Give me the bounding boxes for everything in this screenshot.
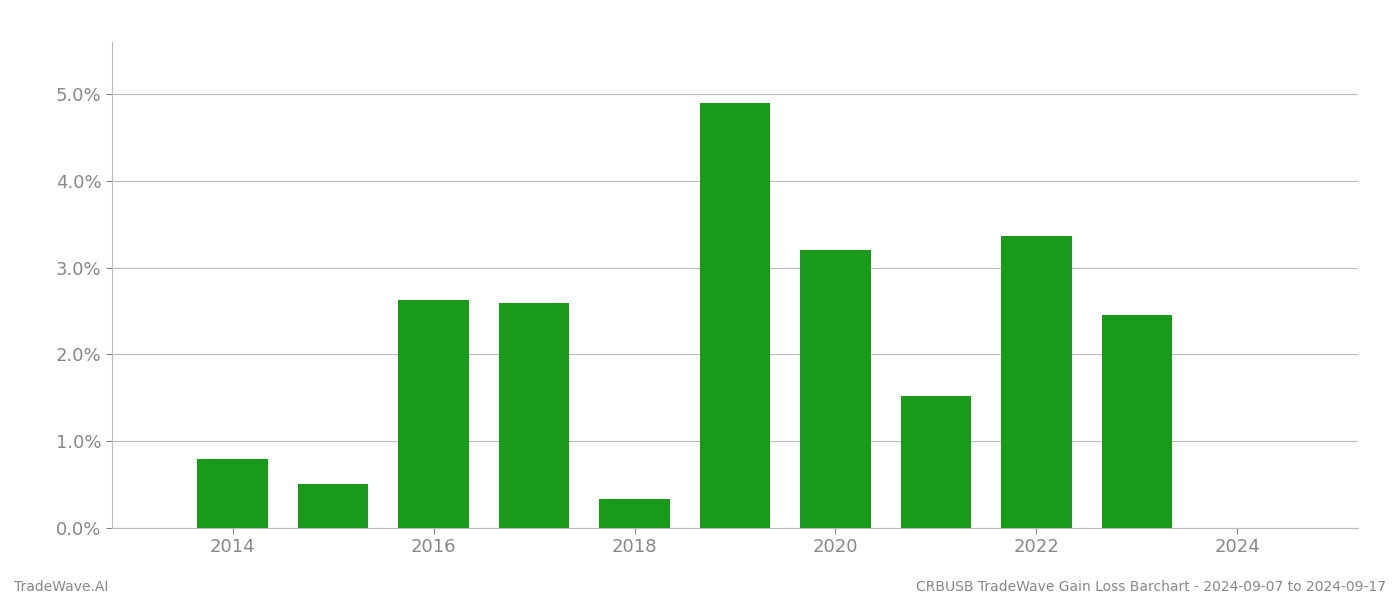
Bar (900, 396, 972, 528)
Bar (700, 103, 770, 528)
Bar (298, 484, 368, 528)
Bar (399, 300, 469, 528)
Bar (599, 499, 669, 528)
Bar (801, 250, 871, 528)
Bar (498, 303, 570, 528)
Text: TradeWave.AI: TradeWave.AI (14, 580, 108, 594)
Bar (1001, 236, 1071, 528)
Text: CRBUSB TradeWave Gain Loss Barchart - 2024-09-07 to 2024-09-17: CRBUSB TradeWave Gain Loss Barchart - 20… (916, 580, 1386, 594)
Bar (197, 460, 267, 528)
Bar (1102, 316, 1172, 528)
